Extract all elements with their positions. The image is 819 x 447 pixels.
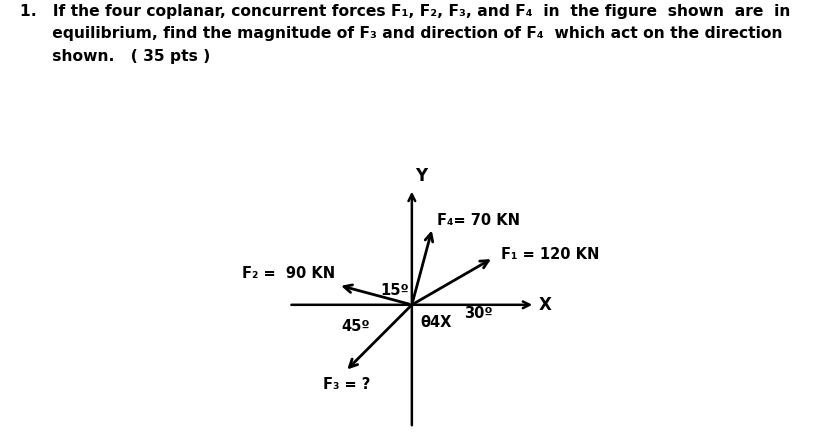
Text: 15º: 15º <box>381 283 410 298</box>
Text: 45º: 45º <box>342 319 370 334</box>
Text: Y: Y <box>415 167 428 185</box>
Text: F₁ = 120 KN: F₁ = 120 KN <box>500 247 599 261</box>
Text: 30º: 30º <box>464 306 493 321</box>
Text: X: X <box>539 296 551 314</box>
Text: F₄= 70 KN: F₄= 70 KN <box>437 213 520 228</box>
Text: θ4X: θ4X <box>420 316 452 330</box>
Text: F₂ =  90 KN: F₂ = 90 KN <box>242 266 335 282</box>
Text: 1.   If the four coplanar, concurrent forces F₁, F₂, F₃, and F₄  in  the figure : 1. If the four coplanar, concurrent forc… <box>20 4 791 64</box>
Text: F₃ = ?: F₃ = ? <box>324 377 371 392</box>
